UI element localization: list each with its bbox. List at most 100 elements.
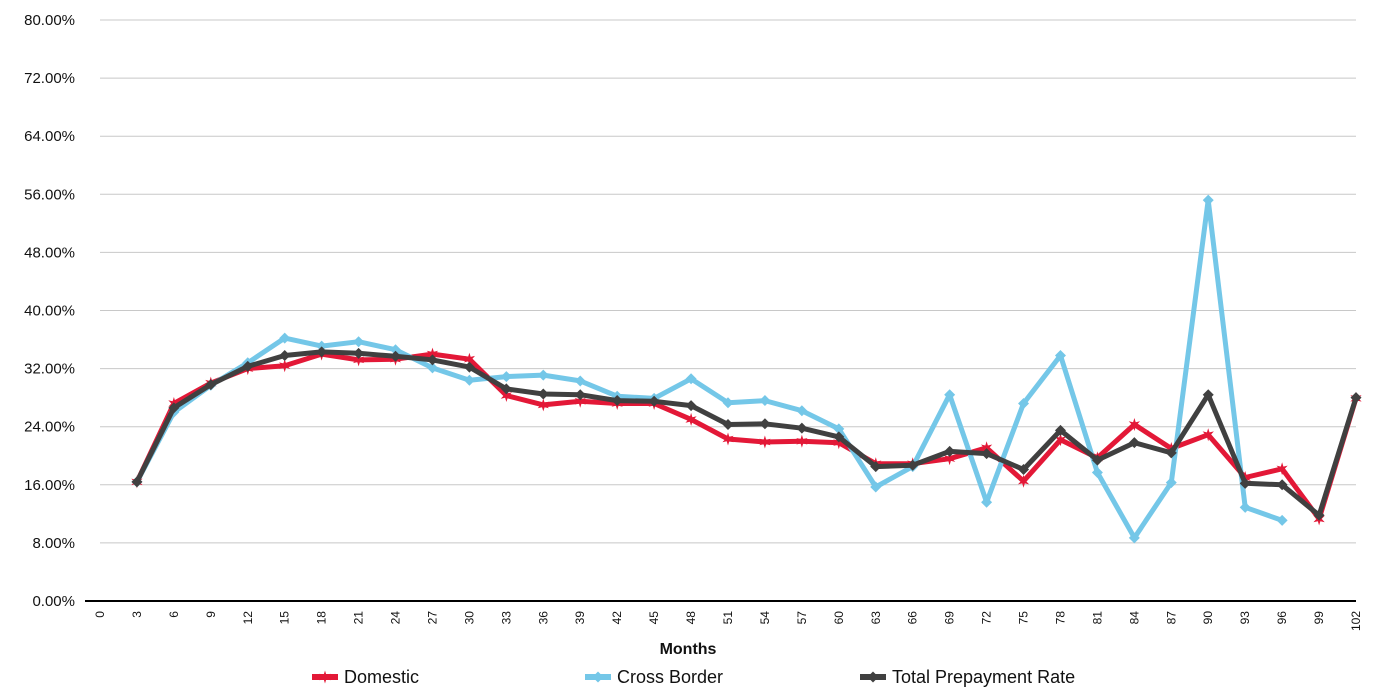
data-point-cross-border: [1128, 532, 1140, 544]
y-tick-label: 56.00%: [24, 186, 75, 203]
data-point-domestic: [426, 347, 439, 361]
data-point-domestic: [279, 359, 291, 373]
series-total-prepayment-rate: [131, 346, 1362, 521]
data-point-domestic: [1054, 433, 1067, 447]
data-point-total-prepayment-rate: [463, 361, 475, 373]
data-point-domestic: [759, 435, 771, 449]
data-point-cross-border: [426, 362, 438, 374]
data-point-total-prepayment-rate: [1202, 389, 1214, 401]
data-point-cross-border: [1018, 397, 1030, 409]
data-point-total-prepayment-rate: [759, 418, 771, 430]
data-point-total-prepayment-rate: [353, 347, 365, 359]
x-tick-label: 93: [1238, 611, 1252, 625]
data-point-total-prepayment-rate: [833, 431, 845, 443]
x-tick-label: 12: [241, 611, 255, 625]
data-point-total-prepayment-rate: [574, 389, 586, 401]
data-point-total-prepayment-rate: [907, 459, 919, 471]
data-point-domestic: [833, 436, 845, 450]
series-layer: [131, 194, 1362, 544]
x-tick-label: 30: [462, 611, 476, 625]
data-point-cross-border: [537, 369, 549, 381]
x-tick-label: 27: [425, 611, 439, 625]
x-tick-label: 75: [1017, 611, 1031, 625]
data-point-cross-border: [1165, 477, 1177, 489]
data-point-cross-border: [944, 389, 956, 401]
x-tick-label: 6: [167, 611, 181, 618]
x-tick-label: 90: [1201, 611, 1215, 625]
data-point-total-prepayment-rate: [426, 354, 438, 366]
y-tick-label: 40.00%: [24, 303, 75, 320]
x-tick-label: 36: [536, 611, 550, 625]
data-point-total-prepayment-rate: [1313, 509, 1325, 521]
x-tick-label: 72: [980, 611, 994, 625]
data-point-cross-border: [1239, 501, 1251, 513]
x-axis-ticks: 0 3 6 9 12 15 18 21 24 27 30 33 36 39 42 45 48 51 54 57 60 63…: [93, 611, 1363, 631]
data-point-total-prepayment-rate: [131, 476, 143, 488]
y-tick-label: 64.00%: [24, 128, 75, 145]
data-point-total-prepayment-rate: [316, 346, 328, 358]
data-point-total-prepayment-rate: [870, 461, 882, 473]
data-point-domestic: [685, 412, 697, 426]
data-point-total-prepayment-rate: [205, 379, 217, 391]
data-point-cross-border: [390, 344, 402, 356]
data-point-cross-border: [316, 340, 328, 352]
data-point-total-prepayment-rate: [242, 360, 254, 372]
x-tick-label: 99: [1312, 611, 1326, 625]
data-point-domestic: [722, 432, 734, 446]
y-tick-label: 16.00%: [24, 477, 75, 494]
data-point-total-prepayment-rate: [722, 419, 734, 431]
data-point-total-prepayment-rate: [1276, 479, 1288, 491]
x-tick-label: 3: [130, 611, 144, 618]
data-point-cross-border: [759, 395, 771, 407]
data-point-cross-border: [463, 374, 475, 386]
data-point-domestic: [537, 398, 549, 412]
x-tick-label: 0: [93, 611, 107, 618]
data-point-cross-border: [981, 496, 993, 508]
legend-label: Total Prepayment Rate: [892, 667, 1075, 687]
series-line-domestic: [134, 351, 1359, 522]
data-point-total-prepayment-rate: [1091, 454, 1103, 466]
data-point-total-prepayment-rate: [1018, 464, 1030, 476]
x-tick-label: 24: [389, 611, 403, 625]
data-point-total-prepayment-rate: [796, 422, 808, 434]
data-point-total-prepayment-rate: [1128, 437, 1140, 449]
series-line-total-prepayment-rate: [134, 349, 1359, 518]
data-point-total-prepayment-rate: [1350, 392, 1362, 404]
x-tick-label: 102: [1349, 611, 1363, 631]
data-point-total-prepayment-rate: [390, 350, 402, 362]
x-tick-label: 9: [204, 611, 218, 618]
x-tick-label: 18: [315, 611, 329, 625]
x-tick-label: 87: [1164, 611, 1178, 625]
data-point-total-prepayment-rate: [611, 395, 623, 407]
data-point-domestic: [1017, 474, 1030, 488]
data-point-cross-border: [1276, 514, 1288, 526]
y-tick-label: 0.00%: [32, 593, 75, 610]
data-point-cross-border: [1054, 350, 1066, 362]
legend-item-total-prepayment-rate: Total Prepayment Rate: [860, 667, 1075, 687]
x-tick-label: 45: [647, 611, 661, 625]
x-tick-label: 15: [278, 611, 292, 625]
data-point-cross-border: [279, 332, 291, 344]
legend-item-cross-border: Cross Border: [585, 667, 723, 687]
y-tick-label: 72.00%: [24, 70, 75, 87]
data-point-total-prepayment-rate: [648, 395, 660, 407]
y-tick-label: 80.00%: [24, 12, 75, 29]
data-point-cross-border: [833, 423, 845, 435]
data-point-domestic: [944, 452, 956, 466]
legend-label: Cross Border: [617, 667, 723, 687]
data-point-total-prepayment-rate: [500, 383, 512, 395]
y-axis-ticks: 0.00% 8.00% 16.00% 24.00% 32.00% 40.00% 48.00%…: [24, 12, 75, 610]
x-tick-label: 69: [943, 611, 957, 625]
data-point-total-prepayment-rate: [1054, 424, 1066, 436]
x-tick-label: 54: [758, 611, 772, 625]
x-tick-label: 81: [1090, 611, 1104, 625]
data-point-cross-border: [796, 405, 808, 417]
x-tick-label: 60: [832, 611, 846, 625]
data-point-cross-border: [722, 397, 734, 409]
data-point-domestic: [574, 394, 586, 408]
data-point-cross-border: [685, 373, 697, 385]
data-point-cross-border: [1091, 466, 1103, 478]
x-tick-label: 96: [1275, 611, 1289, 625]
